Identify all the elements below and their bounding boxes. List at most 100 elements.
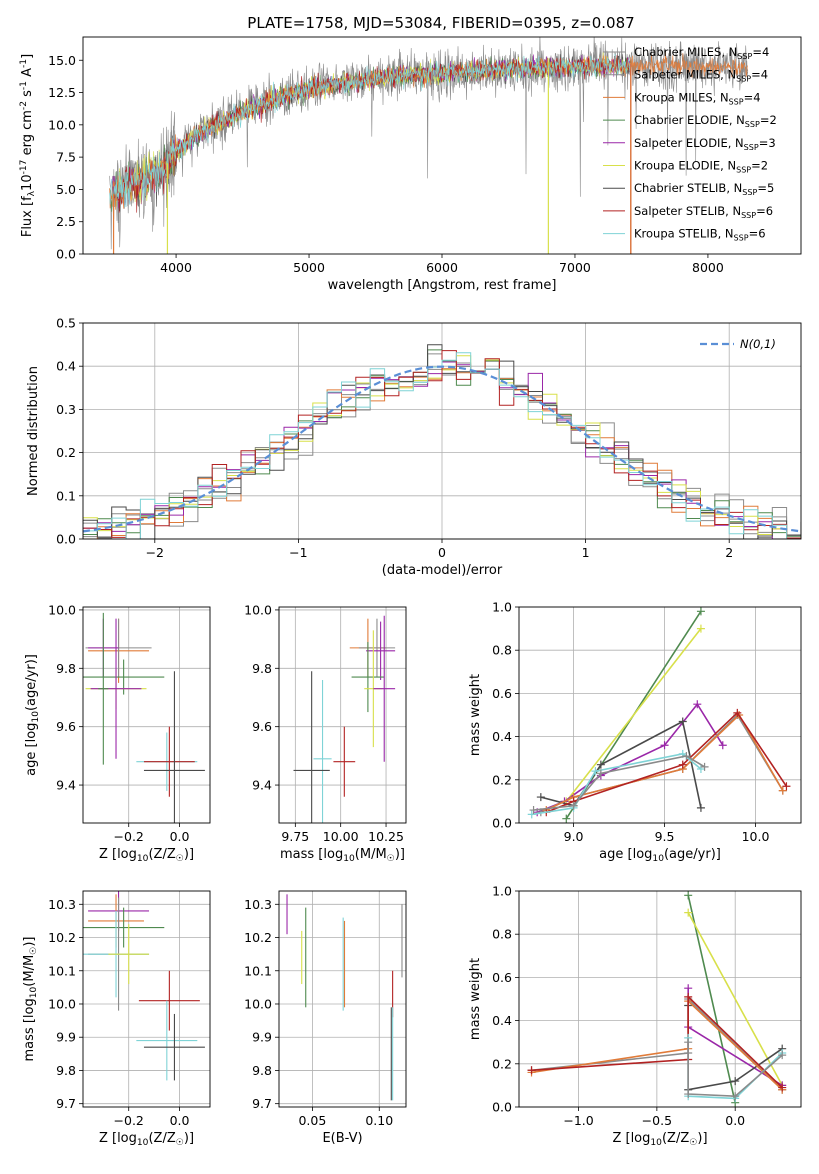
axes-frame [82, 606, 211, 824]
x-tick-label: 0.0 [170, 829, 190, 844]
weight-line [687, 912, 783, 1086]
weight-line [565, 628, 702, 802]
errorbar-point [313, 679, 332, 823]
subscript: ☉ [387, 854, 395, 864]
weight-line [687, 895, 736, 1103]
x-tick-label: 7000 [559, 260, 591, 275]
weight-marker [684, 984, 693, 993]
subscript: λ [27, 190, 37, 196]
y-axis-label: mass weight [468, 674, 483, 756]
x-tick-label: −0.5 [642, 1113, 672, 1128]
y-tick-label: 9.7 [252, 1096, 272, 1111]
legend-entry: Salpeter STELIB, NSSP​=6 [634, 204, 773, 220]
y-tick-label: 7.5 [56, 150, 76, 165]
subscript: ☉ [29, 947, 39, 955]
x-tick-label: 2 [725, 545, 733, 560]
age-vs-metallicity-panel: −0.2 0.0 9.4 9.6 9.8 10.0 Z [log10​(Z/Z☉​)] age… [24, 602, 211, 864]
superscript: -1 [19, 81, 29, 90]
weight-marker [529, 806, 538, 815]
weight-marker [660, 741, 669, 750]
spectrum-line [109, 53, 632, 216]
subscript: SSP [744, 143, 759, 152]
weight-marker [718, 741, 727, 750]
subscript: 10 [137, 1138, 149, 1148]
weight-marker [778, 786, 787, 795]
y-tick-label: 0.2 [56, 445, 76, 460]
weight-marker [684, 1090, 693, 1099]
subscript: SSP [745, 120, 760, 129]
x-tick-label: 9.0 [564, 829, 584, 844]
subscript: SSP [737, 52, 752, 61]
x-tick-label: 0.0 [170, 1113, 190, 1128]
y-tick-label: 9.6 [56, 719, 76, 734]
x-tick-label: 0 [438, 545, 446, 560]
y-tick-label: 10.2 [244, 930, 272, 945]
y-tick-label: 9.6 [252, 719, 272, 734]
y-tick-label: 9.8 [252, 1063, 272, 1078]
y-tick-label: 0.0 [56, 532, 76, 547]
normal-curve [83, 365, 801, 533]
y-tick-label: 10.1 [48, 963, 76, 978]
errorbar-point [143, 726, 195, 797]
weight-marker [696, 803, 705, 812]
errorbar-point [373, 615, 396, 762]
age-vs-mass-panel: 9.75 10.00 10.25 9.4 9.6 9.8 10.0 mass [log10​(… [244, 602, 407, 864]
x-tick-label: 1 [582, 545, 590, 560]
y-tick-label: 10.0 [48, 602, 76, 617]
weight-line [687, 1042, 783, 1098]
y-tick-label: 0.8 [492, 927, 512, 942]
x-axis-label: Z [log10​(Z/Z☉​)] [99, 1131, 194, 1148]
x-tick-label: −0.2 [114, 829, 144, 844]
weight-marker [682, 752, 691, 761]
y-tick-label: 0.1 [56, 488, 76, 503]
legend-entry: Kroupa MILES, NSSP​=4 [634, 90, 761, 106]
superscript: -2 [19, 101, 29, 110]
y-tick-label: 9.8 [252, 661, 272, 676]
y-tick-label: 0.0 [492, 816, 512, 831]
subscript: 10 [652, 854, 664, 864]
y-tick-label: 0.4 [56, 359, 76, 374]
y-tick-label: 9.4 [252, 778, 272, 793]
errorbar-point [83, 907, 165, 948]
errorbar-point [333, 726, 356, 797]
y-tick-label: 0.0 [56, 247, 76, 262]
legend-entry: Chabrier STELIB, NSSP​=5 [634, 181, 774, 197]
errorbar-point [138, 970, 200, 1031]
y-tick-label: 9.8 [56, 661, 76, 676]
subscript: 10 [137, 854, 149, 864]
x-tick-label: 10.25 [368, 829, 404, 844]
weight-marker [591, 767, 600, 776]
errorbar-point [351, 642, 385, 713]
y-tick-label: 5.0 [56, 182, 76, 197]
x-tick-label: −1.0 [563, 1113, 593, 1128]
figure-title: PLATE=1758, MJD=53084, FIBERID=0395, z=0… [247, 14, 634, 32]
axes-frame [82, 36, 802, 255]
y-axis-label: mass [log10​(M/M☉​)] [22, 937, 39, 1062]
y-tick-label: 15.0 [48, 53, 76, 68]
x-axis-label: age [log10​(age/yr)] [599, 847, 721, 864]
y-tick-label: 0.2 [492, 1056, 512, 1071]
y-tick-label: 0.6 [492, 970, 512, 985]
weight-marker [778, 1051, 787, 1060]
errorbar-point [358, 618, 396, 678]
errorbar-point [136, 1000, 198, 1081]
weight-marker [596, 760, 605, 769]
x-tick-label: 0.10 [365, 1113, 393, 1128]
y-tick-label: 10.3 [244, 897, 272, 912]
x-tick-label: 8000 [692, 260, 724, 275]
y-tick-label: 10.0 [244, 602, 272, 617]
y-tick-label: 0.8 [492, 643, 512, 658]
y-tick-label: 0.4 [492, 729, 512, 744]
y-tick-label: 9.9 [56, 1030, 76, 1045]
legend-entry: Kroupa ELODIE, NSSP​=2 [634, 159, 768, 175]
y-tick-label: 10.3 [48, 897, 76, 912]
weight-line [546, 711, 788, 813]
legend-entry: Salpeter MILES, NSSP​=4 [634, 68, 768, 84]
legend-entry: N(0,1) [740, 337, 776, 351]
axes-frame [278, 606, 407, 824]
x-tick-label: 6000 [426, 260, 458, 275]
weight-marker [562, 814, 571, 823]
weight-marker [733, 708, 742, 717]
y-axis-label: age [log10​(age/yr)] [24, 654, 41, 776]
